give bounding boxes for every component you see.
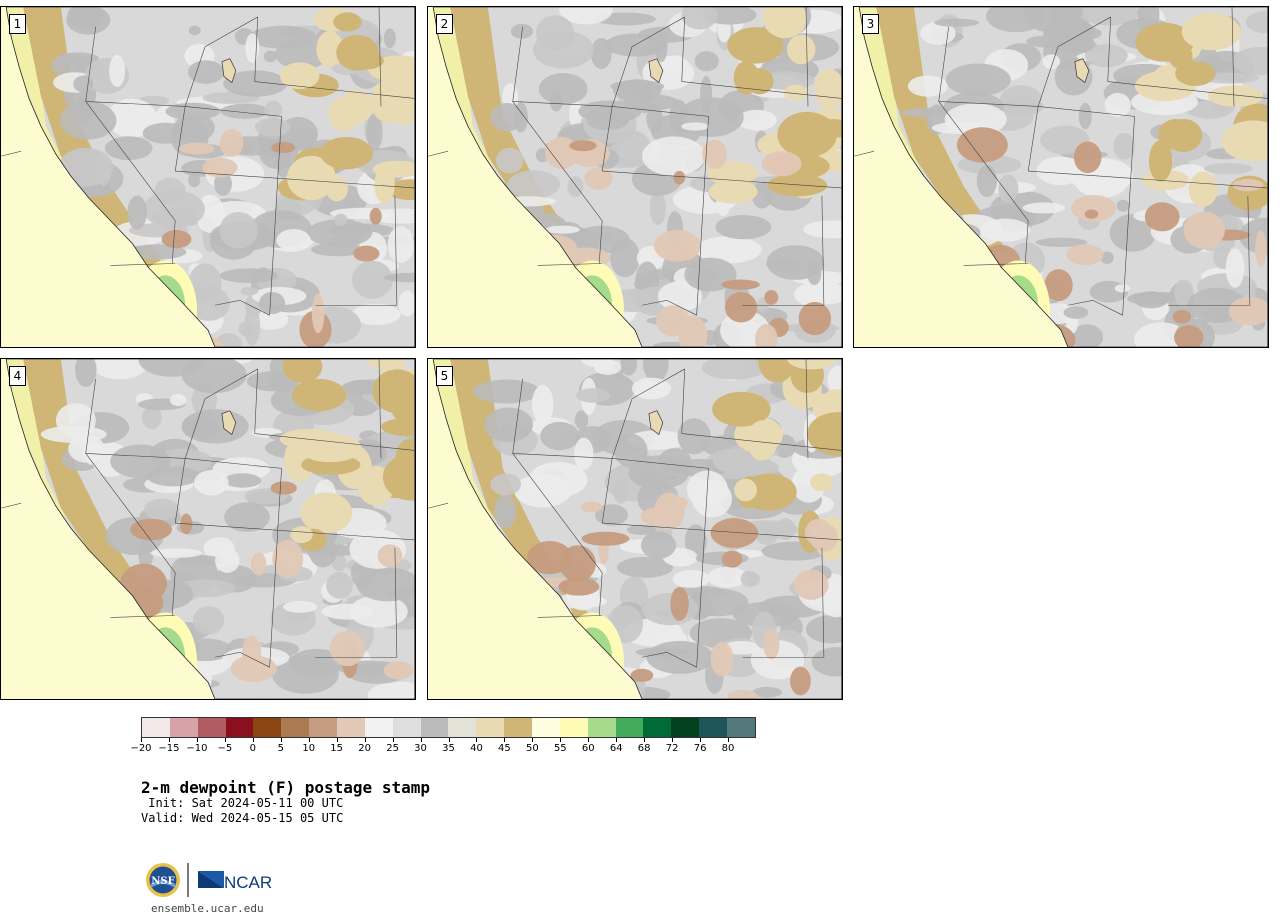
colorbar-swatch (671, 718, 700, 737)
colorbar-tick-mark (476, 738, 478, 742)
colorbar-tick-label: −10 (186, 743, 208, 754)
colorbar (141, 717, 756, 738)
colorbar-tick-label: 64 (609, 743, 623, 754)
colorbar-tick-label: −15 (158, 743, 180, 754)
colorbar-tick-mark (420, 738, 422, 742)
nsf-ncar-logos: NSF NCAR (146, 863, 272, 897)
colorbar-tick-label: −20 (130, 743, 152, 754)
colorbar-swatch (364, 718, 393, 737)
colorbar-tick-mark (392, 738, 394, 742)
colorbar-swatch (169, 718, 198, 737)
nsf-logo-text: NSF (151, 876, 174, 887)
ncar-logo-text: NCAR (224, 873, 272, 892)
colorbar-swatch (309, 718, 338, 737)
colorbar-tick-label: 20 (358, 743, 371, 754)
valid-time: Valid: Wed 2024-05-15 05 UTC (141, 811, 344, 825)
colorbar-tick-label: 72 (665, 743, 679, 754)
colorbar-swatch (532, 718, 560, 737)
map-panel-1: 1 (0, 6, 416, 348)
colorbar-tick-label: 80 (721, 743, 735, 754)
colorbar-tick-label: 30 (414, 743, 427, 754)
colorbar-tick-mark (280, 738, 282, 742)
colorbar-tick-label: 35 (442, 743, 455, 754)
colorbar-swatch (392, 718, 421, 737)
colorbar-tick-mark (196, 738, 198, 742)
colorbar-tick-mark (141, 738, 142, 742)
colorbar-swatch (699, 718, 728, 737)
colorbar-tick-label: 50 (525, 743, 539, 754)
init-time: Init: Sat 2024-05-11 00 UTC (141, 796, 344, 810)
colorbar-swatch (337, 718, 365, 737)
colorbar-tick-label: 40 (470, 743, 483, 754)
chart-title: 2-m dewpoint (F) postage stamp (141, 778, 430, 797)
colorbar-tick-label: 25 (386, 743, 399, 754)
nsf-logo-icon: NSF (146, 863, 180, 897)
map-panel-2: 2 (427, 6, 843, 348)
colorbar-tick-mark (728, 738, 730, 742)
colorbar-swatch (448, 718, 477, 737)
map-panel-5: 5 (427, 358, 843, 700)
colorbar-tick-label: 5 (277, 743, 284, 754)
colorbar-tick-mark (364, 738, 366, 742)
colorbar-swatch (643, 718, 672, 737)
colorbar-swatch (253, 718, 282, 737)
dewpoint-map (1, 359, 415, 699)
colorbar-tick-label: 55 (553, 743, 567, 754)
colorbar-tick-label: 68 (637, 743, 651, 754)
colorbar-tick-mark (560, 738, 562, 742)
dewpoint-map (428, 359, 842, 699)
colorbar-tick-label: 76 (693, 743, 707, 754)
colorbar-swatch (142, 718, 170, 737)
colorbar-tick-label: −5 (217, 743, 233, 754)
map-panel-4: 4 (0, 358, 416, 700)
colorbar-swatch (476, 718, 505, 737)
colorbar-tick-mark (224, 738, 226, 742)
colorbar-tick-mark (448, 738, 450, 742)
colorbar-tick-mark (504, 738, 506, 742)
colorbar-swatch (281, 718, 310, 737)
colorbar-swatch (225, 718, 254, 737)
colorbar-tick-label: 45 (498, 743, 511, 754)
colorbar-tick-label: 60 (581, 743, 595, 754)
colorbar-tick-label: 0 (249, 743, 256, 754)
colorbar-tick-mark (672, 738, 674, 742)
colorbar-ticks: −20 −15 −10 −5 0 5 10 15 20 25 30 35 40 45 50 55 60 64 68 7… (130, 738, 756, 760)
colorbar-tick-mark (308, 738, 310, 742)
dewpoint-map (854, 7, 1268, 347)
map-panel-3: 3 (853, 6, 1269, 348)
colorbar-tick-mark (168, 738, 170, 742)
dewpoint-map (428, 7, 842, 347)
colorbar-swatch (504, 718, 533, 737)
colorbar-swatch (559, 718, 588, 737)
colorbar-tick-mark (700, 738, 702, 742)
colorbar-swatch (727, 718, 755, 737)
ncar-logo-icon: NCAR (198, 871, 272, 892)
colorbar-swatch (587, 718, 616, 737)
colorbar-tick-label: 15 (330, 743, 344, 754)
panel-number: 5 (436, 366, 453, 386)
panel-number: 1 (9, 14, 26, 34)
website-url: ensemble.ucar.edu (151, 902, 264, 915)
colorbar-tick-mark (532, 738, 534, 742)
colorbar-swatch (197, 718, 226, 737)
panel-number: 4 (9, 366, 26, 386)
panel-number: 3 (862, 14, 879, 34)
colorbar-tick-mark (252, 738, 254, 742)
colorbar-swatch (420, 718, 449, 737)
colorbar-tick-label: 10 (302, 743, 316, 754)
panel-number: 2 (436, 14, 453, 34)
dewpoint-map (1, 7, 415, 347)
colorbar-tick-mark (644, 738, 646, 742)
colorbar-tick-mark (336, 738, 338, 742)
colorbar-tick-mark (588, 738, 590, 742)
colorbar-tick-mark (616, 738, 618, 742)
colorbar-swatch (615, 718, 644, 737)
